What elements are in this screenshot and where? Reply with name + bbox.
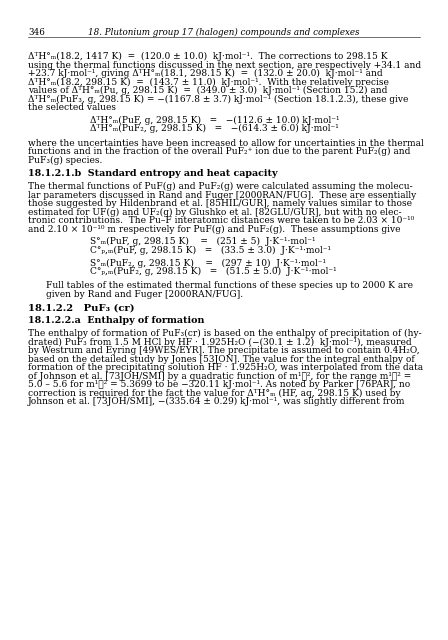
Text: C°ₚ,ₘ(PuF₂, g, 298.15 K)   =   (51.5 ± 5.0)  J·K⁻¹·mol⁻¹: C°ₚ,ₘ(PuF₂, g, 298.15 K) = (51.5 ± 5.0) … xyxy=(90,267,336,276)
Text: ΔᵀH°ₘ(18.2, 1417 K)  =  (120.0 ± 10.0)  kJ·mol⁻¹.  The corrections to 298.15 K: ΔᵀH°ₘ(18.2, 1417 K) = (120.0 ± 10.0) kJ·… xyxy=(28,52,388,61)
Text: 18.1.2.2.a  Enthalpy of formation: 18.1.2.2.a Enthalpy of formation xyxy=(28,316,204,325)
Text: 5.0 – 5.6 for m¹˸² = 5.3699 to be −320.11 kJ·mol⁻¹. As noted by Parker [76PAR], : 5.0 – 5.6 for m¹˸² = 5.3699 to be −320.1… xyxy=(28,380,410,389)
Text: of Johnson et al. [73JOH/SMI] by a quadratic function of m¹˸², for the range m¹˸: of Johnson et al. [73JOH/SMI] by a quadr… xyxy=(28,372,411,381)
Text: values of ΔᵀH°ₘ(Pu, g, 298.15 K)  =  (349.0 ± 3.0)  kJ·mol⁻¹ (Section 15.2) and: values of ΔᵀH°ₘ(Pu, g, 298.15 K) = (349.… xyxy=(28,86,388,95)
Text: by Westrum and Eyring [49WES/EYR]. The precipitate is assumed to contain 0.4H₂O,: by Westrum and Eyring [49WES/EYR]. The p… xyxy=(28,346,420,355)
Text: 346: 346 xyxy=(28,28,45,37)
Text: 18.1.2.1.b  Standard entropy and heat capacity: 18.1.2.1.b Standard entropy and heat cap… xyxy=(28,170,277,179)
Text: using the thermal functions discussed in the next section, are respectively +34.: using the thermal functions discussed in… xyxy=(28,61,421,70)
Text: ΔᵀH°ₘ(PuF₃, g, 298.15 K) = −(1167.8 ± 3.7) kJ·mol⁻¹ (Section 18.1.2.3), these gi: ΔᵀH°ₘ(PuF₃, g, 298.15 K) = −(1167.8 ± 3.… xyxy=(28,95,409,104)
Text: S°ₘ(PuF₂, g, 298.15 K)    =   (297 ± 10)  J·K⁻¹·mol⁻¹: S°ₘ(PuF₂, g, 298.15 K) = (297 ± 10) J·K⁻… xyxy=(90,259,326,268)
Text: Johnson et al. [73JOH/SMI], −(335.64 ± 0.29) kJ·mol⁻¹, was slightly different fr: Johnson et al. [73JOH/SMI], −(335.64 ± 0… xyxy=(28,397,405,406)
Text: estimated for UF(g) and UF₂(g) by Glushko et al. [82GLU/GUR], but with no elec-: estimated for UF(g) and UF₂(g) by Glushk… xyxy=(28,207,401,217)
Text: The thermal functions of PuF(g) and PuF₂(g) were calculated assuming the molecu-: The thermal functions of PuF(g) and PuF₂… xyxy=(28,182,413,191)
Text: formation of the precipitating solution HF · 1.925H₂O, was interpolated from the: formation of the precipitating solution … xyxy=(28,363,423,372)
Text: and 2.10 × 10⁻¹⁰ m respectively for PuF(g) and PuF₂(g).  These assumptions give: and 2.10 × 10⁻¹⁰ m respectively for PuF(… xyxy=(28,225,401,234)
Text: 18. Plutonium group 17 (halogen) compounds and complexes: 18. Plutonium group 17 (halogen) compoun… xyxy=(88,28,360,37)
Text: PuF₃(g) species.: PuF₃(g) species. xyxy=(28,156,103,165)
Text: the selected values: the selected values xyxy=(28,103,116,112)
Text: Full tables of the estimated thermal functions of these species up to 2000 K are: Full tables of the estimated thermal fun… xyxy=(46,282,413,291)
Text: where the uncertainties have been increased to allow for uncertainties in the th: where the uncertainties have been increa… xyxy=(28,139,424,148)
Text: S°ₘ(PuF, g, 298.15 K)    =   (251 ± 5)  J·K⁻¹·mol⁻¹: S°ₘ(PuF, g, 298.15 K) = (251 ± 5) J·K⁻¹·… xyxy=(90,237,315,246)
Text: ΔᵀH°ₘ(PuF₂, g, 298.15 K)   =   −(614.3 ± 6.0) kJ·mol⁻¹: ΔᵀH°ₘ(PuF₂, g, 298.15 K) = −(614.3 ± 6.0… xyxy=(90,124,339,133)
Text: tronic contributions.  The Pu–F interatomic distances were taken to be 2.03 × 10: tronic contributions. The Pu–F interatom… xyxy=(28,216,414,225)
Text: those suggested by Hildenbrand et al. [85HIL/GUR], namely values similar to thos: those suggested by Hildenbrand et al. [8… xyxy=(28,199,412,208)
Text: C°ₚ,ₘ(PuF, g, 298.15 K)   =   (33.5 ± 3.0)  J·K⁻¹·mol⁻¹: C°ₚ,ₘ(PuF, g, 298.15 K) = (33.5 ± 3.0) J… xyxy=(90,246,331,255)
Text: 18.1.2.2   PuF₃ (cr): 18.1.2.2 PuF₃ (cr) xyxy=(28,303,135,312)
Text: drated) PuF₃ from 1.5 M HCl by HF · 1.925H₂O (−(30.1 ± 1.2)  kJ·mol⁻¹), measured: drated) PuF₃ from 1.5 M HCl by HF · 1.92… xyxy=(28,337,412,347)
Text: given by Rand and Fuger [2000RAN/FUG].: given by Rand and Fuger [2000RAN/FUG]. xyxy=(46,290,243,299)
Text: functions and in the fraction of the overall PuF₂⁺ ion due to the parent PuF₂(g): functions and in the fraction of the ove… xyxy=(28,147,410,156)
Text: ΔᵀH°ₘ(PuF, g, 298.15 K)   =   −(112.6 ± 10.0) kJ·mol⁻¹: ΔᵀH°ₘ(PuF, g, 298.15 K) = −(112.6 ± 10.0… xyxy=(90,116,340,125)
Text: ΔᵀH°ₘ(18.2, 298.15 K)  =  (143.7 ± 11.0)  kJ·mol⁻¹.  With the relatively precise: ΔᵀH°ₘ(18.2, 298.15 K) = (143.7 ± 11.0) k… xyxy=(28,77,389,86)
Text: based on the detailed study by Jones [53JON]. The value for the integral enthalp: based on the detailed study by Jones [53… xyxy=(28,355,415,364)
Text: The enthalpy of formation of PuF₃(cr) is based on the enthalpy of precipitation : The enthalpy of formation of PuF₃(cr) is… xyxy=(28,329,422,338)
Text: lar parameters discussed in Rand and Fuger [2000RAN/FUG].  These are essentially: lar parameters discussed in Rand and Fug… xyxy=(28,191,416,200)
Text: +23.7 kJ·mol⁻¹, giving ΔᵀH°ₘ(18.1, 298.15 K)  =  (132.0 ± 20.0)  kJ·mol⁻¹ and: +23.7 kJ·mol⁻¹, giving ΔᵀH°ₘ(18.1, 298.1… xyxy=(28,69,383,78)
Text: correction is required for the fact the value for ΔᵀH°ₘ (HF, aq, 298.15 K) used : correction is required for the fact the … xyxy=(28,388,401,397)
